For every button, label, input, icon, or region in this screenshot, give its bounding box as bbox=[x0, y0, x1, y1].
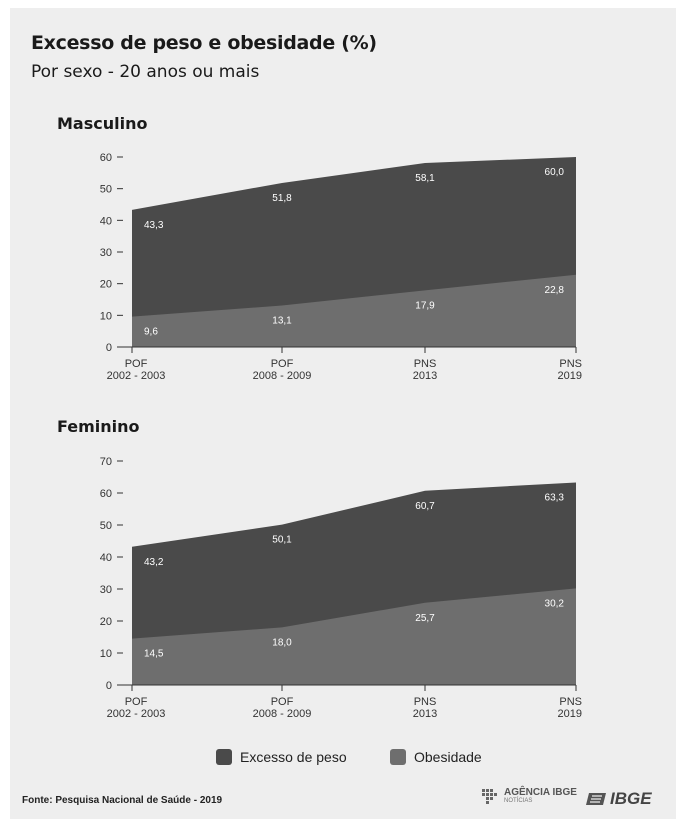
feminino-x-label-line1-2: PNS bbox=[414, 696, 437, 708]
masculino-x-label-line1-3: PNS bbox=[559, 358, 582, 370]
feminino-obesidade-value-2: 25,7 bbox=[415, 613, 435, 624]
masculino-y-tick-label-20: 20 bbox=[100, 279, 112, 291]
ibge-logo: IBGE bbox=[585, 789, 652, 809]
masculino-obesidade-value-2: 17,9 bbox=[415, 300, 435, 311]
feminino-obesidade-value-0: 14,5 bbox=[144, 649, 164, 660]
ibge-logo-text: IBGE bbox=[610, 789, 652, 808]
obesidade-swatch bbox=[390, 749, 406, 765]
feminino-heading: Feminino bbox=[57, 417, 140, 436]
feminino-y-tick-label-70: 70 bbox=[100, 456, 112, 468]
feminino-obesidade-area bbox=[132, 588, 576, 685]
masculino-x-label-line2-2: 2013 bbox=[413, 370, 437, 382]
agencia-logo-text: AGÊNCIA IBGE bbox=[504, 787, 577, 798]
masculino-excesso-value-3: 60,0 bbox=[545, 167, 565, 178]
feminino-excesso-value-0: 43,2 bbox=[144, 557, 164, 568]
masculino-obesidade-value-0: 9,6 bbox=[144, 327, 158, 338]
masculino-x-label-line1-2: PNS bbox=[414, 358, 437, 370]
feminino-x-label-line2-2: 2013 bbox=[413, 708, 437, 720]
masculino-x-label-line2-0: 2002 - 2003 bbox=[107, 370, 166, 382]
ibge-logo-icon bbox=[586, 793, 606, 805]
feminino-x-label-line1-3: PNS bbox=[559, 696, 582, 708]
feminino-y-tick-label-40: 40 bbox=[100, 552, 112, 564]
masculino-y-tick-label-50: 50 bbox=[100, 184, 112, 196]
masculino-excesso-value-2: 58,1 bbox=[415, 173, 435, 184]
masculino-y-tick-label-40: 40 bbox=[100, 215, 112, 227]
legend-label-obesidade: Obesidade bbox=[414, 749, 482, 765]
masculino-obesidade-value-1: 13,1 bbox=[272, 316, 292, 327]
source-note: Fonte: Pesquisa Nacional de Saúde - 2019 bbox=[22, 795, 223, 806]
masculino-y-tick-label-60: 60 bbox=[100, 152, 112, 164]
feminino-x-label-line2-1: 2008 - 2009 bbox=[253, 708, 312, 720]
masculino-y-tick-label-30: 30 bbox=[100, 247, 112, 259]
feminino-y-tick-label-0: 0 bbox=[106, 680, 112, 692]
legend-item-obesidade: Obesidade bbox=[390, 749, 482, 765]
feminino-x-label-line2-3: 2019 bbox=[558, 708, 582, 720]
masculino-obesidade-area bbox=[132, 274, 576, 347]
feminino-y-tick-label-60: 60 bbox=[100, 488, 112, 500]
masculino-heading: Masculino bbox=[57, 114, 148, 133]
feminino-obesidade-value-3: 30,2 bbox=[545, 598, 565, 609]
feminino-excesso-value-1: 50,1 bbox=[272, 535, 292, 546]
feminino-y-tick-label-50: 50 bbox=[100, 520, 112, 532]
agencia-ibge-logo: AGÊNCIA IBGE NOTÍCIAS bbox=[480, 787, 577, 807]
masculino-y-tick-label-0: 0 bbox=[106, 342, 112, 354]
feminino-x-label-line1-1: POF bbox=[271, 696, 294, 708]
masculino-y-tick-label-10: 10 bbox=[100, 310, 112, 322]
agencia-logo-subtext: NOTÍCIAS bbox=[504, 798, 533, 804]
agencia-logo-icon bbox=[482, 789, 497, 804]
feminino-x-label-line2-0: 2002 - 2003 bbox=[107, 708, 166, 720]
feminino-y-tick-label-30: 30 bbox=[100, 584, 112, 596]
feminino-excesso-value-3: 63,3 bbox=[545, 492, 565, 503]
feminino-x-label-line1-0: POF bbox=[125, 696, 148, 708]
masculino-x-label-line1-0: POF bbox=[125, 358, 148, 370]
chart-title: Excesso de peso e obesidade (%) bbox=[31, 32, 377, 54]
chart-subtitle: Por sexo - 20 anos ou mais bbox=[31, 62, 260, 82]
feminino-excesso-value-2: 60,7 bbox=[415, 501, 435, 512]
masculino-x-label-line2-3: 2019 bbox=[558, 370, 582, 382]
masculino-x-label-line1-1: POF bbox=[271, 358, 294, 370]
feminino-y-tick-label-10: 10 bbox=[100, 648, 112, 660]
masculino-excesso-value-1: 51,8 bbox=[272, 193, 292, 204]
legend-label-excesso: Excesso de peso bbox=[240, 749, 347, 765]
feminino-y-tick-label-20: 20 bbox=[100, 616, 112, 628]
feminino-obesidade-value-1: 18,0 bbox=[272, 637, 292, 648]
masculino-obesidade-value-3: 22,8 bbox=[545, 285, 565, 296]
legend-item-excesso: Excesso de peso bbox=[216, 749, 347, 765]
excesso-swatch bbox=[216, 749, 232, 765]
masculino-x-label-line2-1: 2008 - 2009 bbox=[253, 370, 312, 382]
masculino-excesso-value-0: 43,3 bbox=[144, 220, 164, 231]
